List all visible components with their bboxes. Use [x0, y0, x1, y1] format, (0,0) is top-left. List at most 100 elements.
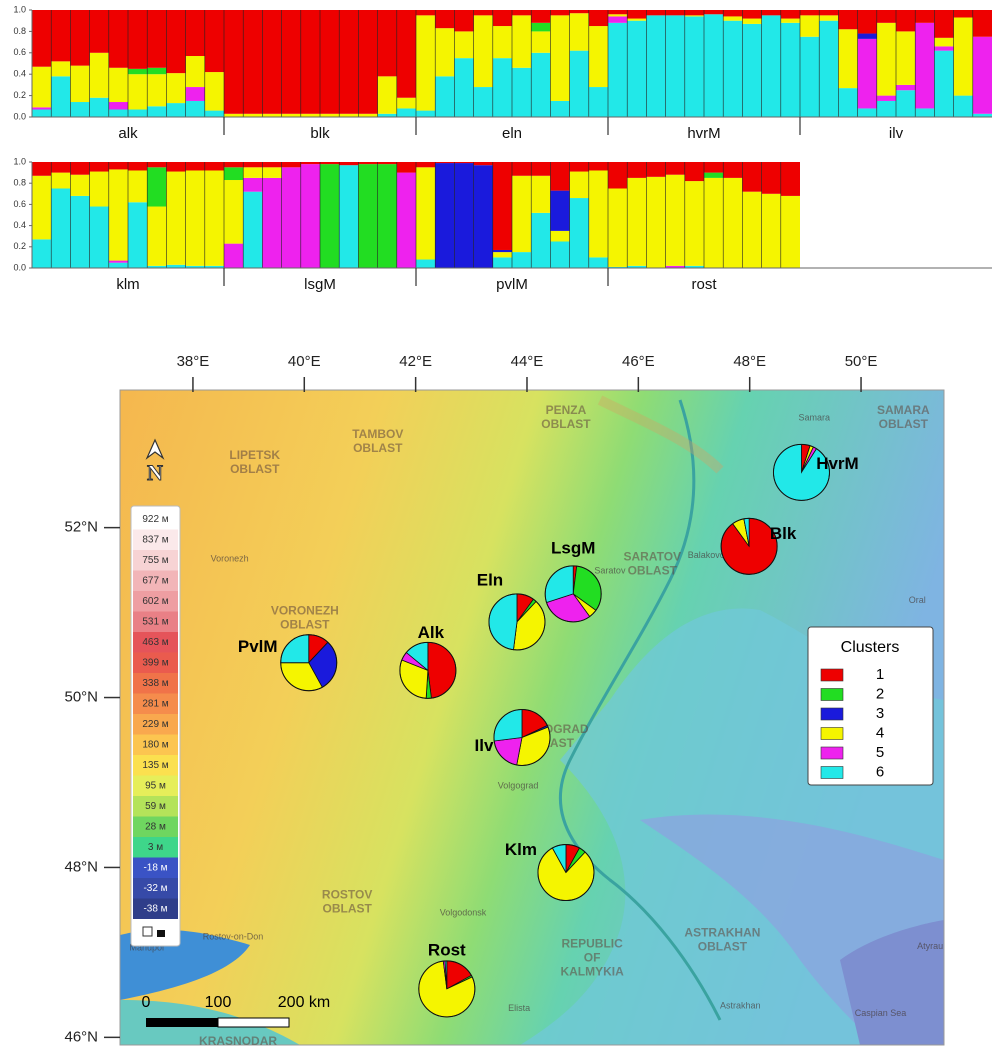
legend-label: 4	[876, 724, 884, 741]
bar-segment	[493, 162, 512, 250]
legend-swatch	[821, 669, 843, 681]
bar-segment	[762, 15, 781, 117]
bar-segment	[723, 178, 742, 268]
legend-swatch	[821, 747, 843, 759]
bar-segment	[704, 10, 723, 14]
bar-segment	[378, 76, 397, 113]
bar-segment	[397, 162, 416, 173]
bar-segment	[128, 202, 147, 268]
bar-segment	[262, 167, 281, 178]
bar-segment	[800, 37, 819, 117]
bar-segment	[762, 194, 781, 268]
bar-segment	[358, 162, 377, 164]
bar-segment	[512, 10, 531, 15]
elevation-label: 180 м	[142, 739, 168, 750]
bar-segment	[493, 10, 512, 26]
bar-segment	[358, 10, 377, 114]
bar-segment	[166, 162, 185, 172]
bar-segment	[838, 29, 857, 88]
bar-segment	[474, 10, 493, 15]
pie-label: Rost	[428, 940, 466, 959]
bar-segment	[301, 162, 320, 164]
y-tick-label: 0.6	[13, 47, 26, 57]
bar-segment	[243, 167, 262, 178]
city-label: Volgograd	[498, 780, 539, 790]
bar-segment	[973, 37, 992, 114]
bar-segment	[51, 61, 70, 76]
pie-label: Eln	[477, 570, 503, 589]
bar-segment	[109, 169, 128, 260]
bar-segment	[531, 23, 550, 32]
region-label: OF	[584, 951, 601, 965]
pie-label: Alk	[418, 623, 445, 642]
legend-label: 2	[876, 685, 884, 702]
bar-segment	[877, 10, 896, 23]
bar-segment	[147, 74, 166, 106]
elevation-label: 229 м	[142, 719, 168, 730]
bar-segment	[627, 162, 646, 178]
bar-segment	[320, 164, 339, 268]
city-label: Balakovo	[688, 550, 725, 560]
bar-segment	[819, 21, 838, 117]
lock-icon	[157, 930, 165, 937]
bar-segment	[186, 162, 205, 170]
bar-segment	[435, 28, 454, 76]
bar-segment	[954, 10, 973, 17]
bar-segment	[570, 13, 589, 50]
bar-segment	[550, 231, 569, 242]
bar-segment	[70, 66, 89, 102]
bar-segment	[186, 170, 205, 265]
group-label: rost	[691, 276, 717, 293]
pie-label: Blk	[770, 524, 797, 543]
group-label: lsgM	[304, 276, 336, 293]
legend-label: 6	[876, 763, 884, 780]
lat-tick-label: 48°N	[64, 858, 98, 875]
bar-segment	[378, 10, 397, 76]
bar-segment	[627, 21, 646, 117]
bar-segment	[435, 162, 454, 163]
bar-segment	[474, 87, 493, 117]
bar-segment	[397, 173, 416, 268]
bar-segment	[493, 252, 512, 257]
scale-label: 100	[205, 994, 232, 1011]
y-tick-label: 0.2	[13, 90, 26, 100]
bar-segment	[90, 53, 109, 98]
bar-segment	[858, 10, 877, 34]
bar-segment	[320, 162, 339, 164]
legend-swatch	[821, 708, 843, 720]
elevation-label: 755 м	[142, 555, 168, 566]
bar-segment	[646, 162, 665, 177]
bar-segment	[550, 191, 569, 231]
bar-segment	[608, 14, 627, 16]
bar-segment	[109, 68, 128, 102]
bar-segment	[493, 26, 512, 58]
bar-segment	[781, 162, 800, 196]
legend-label: 5	[876, 744, 884, 761]
bar-segment	[416, 111, 435, 117]
y-tick-label: 1.0	[13, 156, 26, 166]
bar-segment	[550, 242, 569, 269]
bar-segment	[896, 10, 915, 31]
group-label: eln	[502, 125, 522, 142]
bar-segment	[262, 162, 281, 167]
legend-swatch	[821, 728, 843, 740]
region-label: OBLAST	[698, 940, 748, 954]
bar-segment	[742, 19, 761, 24]
pie-label: HvrM	[816, 454, 859, 473]
region-label: VORONEZH	[271, 604, 339, 618]
bar-segment	[243, 178, 262, 192]
bar-segment	[224, 162, 243, 167]
bar-segment	[205, 10, 224, 72]
bar-segment	[781, 19, 800, 23]
region-label: SAMARA	[877, 403, 930, 417]
bar-segment	[589, 170, 608, 257]
bar-segment	[493, 257, 512, 268]
bar-segment	[397, 98, 416, 109]
bar-segment	[301, 164, 320, 268]
bar-segment	[877, 101, 896, 117]
bar-segment	[858, 39, 877, 109]
region-label: SARATOV	[623, 549, 681, 563]
bar-segment	[646, 177, 665, 268]
bar-segment	[858, 34, 877, 39]
bar-segment	[90, 98, 109, 117]
